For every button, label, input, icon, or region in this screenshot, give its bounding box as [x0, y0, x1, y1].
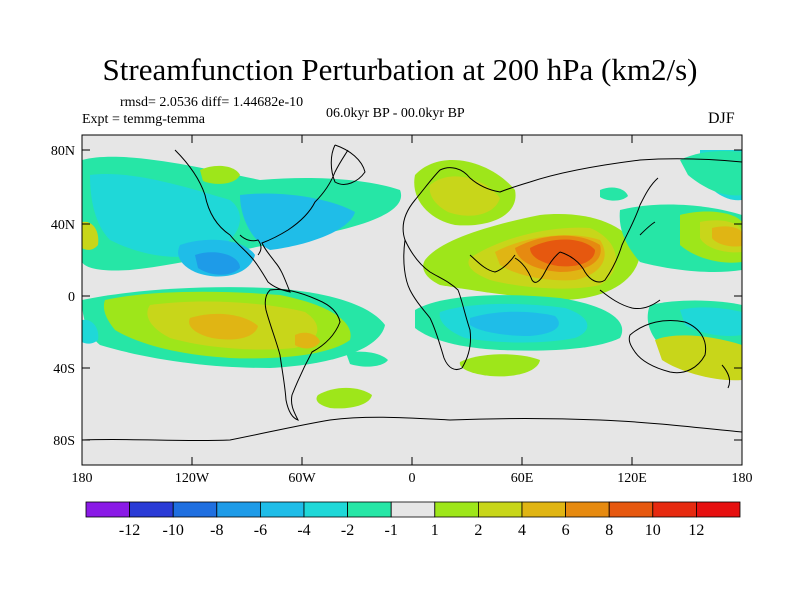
colorbar-swatch: [259, 501, 305, 518]
colorbar-swatch: [390, 501, 436, 518]
axis-ticks: [81, 135, 743, 465]
colorbar-swatch: [303, 501, 348, 518]
field-north-cyan: [90, 174, 240, 257]
lat-label: 80S: [53, 434, 75, 449]
field-north-america-pos: [200, 165, 240, 184]
season-label: DJF: [708, 110, 735, 127]
colorbar-swatch: [434, 501, 479, 518]
map-title: Streamfunction Perturbation at 200 hPa (…: [102, 52, 698, 87]
colorbar-label: 4: [518, 522, 526, 539]
field-west-edge: [82, 221, 99, 250]
lon-label: 60W: [288, 471, 316, 486]
coast-asia-east: [559, 177, 659, 283]
colorbar-label: 12: [688, 522, 704, 539]
colorbar-label: 1: [431, 522, 439, 539]
colorbar-label: -12: [119, 522, 140, 539]
lon-label: 60E: [511, 471, 534, 486]
coastlines: [82, 144, 742, 442]
colorbar-swatch: [216, 501, 261, 518]
colorbar-swatch: [565, 501, 610, 518]
colorbar-swatch: [608, 501, 654, 518]
coast-new-zealand: [721, 364, 731, 389]
field-east-max: [712, 226, 742, 247]
coast-europe: [402, 167, 531, 241]
field-south-pacific-max: [189, 313, 258, 340]
colorbar-label: 2: [474, 522, 482, 539]
coast-north-america: [174, 149, 349, 293]
colorbar-label: -8: [210, 522, 223, 539]
lat-label: 40S: [53, 362, 75, 377]
coast-south-america: [264, 289, 341, 421]
coast-india: [514, 251, 561, 283]
colorbar-swatch: [652, 501, 697, 518]
experiment-label: Expt = temmg-temma: [82, 112, 205, 127]
coast-middle-east: [469, 254, 516, 273]
coast-africa: [403, 238, 471, 371]
field-sw-pacific-pos: [655, 335, 742, 381]
field-south-atlantic-green: [346, 351, 388, 367]
field-arctic-green: [600, 187, 628, 201]
coast-antarctica: [82, 416, 742, 442]
lon-label: 180: [72, 471, 93, 486]
lat-label: 80N: [51, 144, 75, 159]
lat-label: 40N: [51, 218, 75, 233]
coast-greenland: [330, 144, 366, 185]
coast-japan: [639, 221, 656, 236]
field-south-atlantic-pos: [316, 387, 372, 409]
lat-labels: 80N 40N 0 40S 80S: [51, 144, 75, 449]
colorbar-label: -1: [385, 522, 398, 539]
colorbar-label: -4: [297, 522, 310, 539]
colorbar-label: 6: [562, 522, 570, 539]
lon-label: 180: [732, 471, 753, 486]
coast-gulf: [239, 234, 262, 256]
coast-australia: [628, 320, 707, 374]
lat-label: 0: [68, 290, 75, 305]
colorbar-swatch: [85, 501, 130, 518]
colorbar-swatch: [172, 501, 218, 518]
colorbar-label: 10: [645, 522, 661, 539]
field-sw-edge: [82, 319, 99, 344]
field-south-pacific-max2: [295, 332, 320, 349]
field-north-atlantic-band: [240, 193, 355, 250]
lon-labels: 180 120W 60W 0 60E 120E 180: [72, 471, 753, 486]
lon-label: 120E: [617, 471, 647, 486]
colorbar-swatch: [521, 501, 566, 518]
coast-southeast-asia: [599, 289, 661, 309]
field-sw-pacific-cyan: [680, 307, 742, 336]
field-south-indian-pos: [459, 354, 540, 377]
colorbar: -12 -10 -8 -6 -4 -2 -1 1 2 4 6 8 10 12: [85, 501, 741, 539]
lon-label: 0: [409, 471, 416, 486]
coast-siberia: [529, 158, 742, 183]
colorbar-swatch: [347, 501, 392, 518]
lon-label: 120W: [175, 471, 210, 486]
colorbar-label: -10: [163, 522, 184, 539]
rmsd-stats: rmsd= 2.0536 diff= 1.44682e-10: [120, 95, 304, 110]
colorbar-label: 8: [605, 522, 613, 539]
period-label: 06.0kyr BP - 00.0kyr BP: [326, 106, 465, 121]
colorbar-label: -2: [341, 522, 354, 539]
colorbar-swatch: [696, 501, 741, 518]
colorbar-label: -6: [254, 522, 267, 539]
field-central-america-low: [195, 252, 240, 275]
field-indian-neg-2: [470, 311, 559, 336]
colorbar-swatch: [477, 501, 523, 518]
field-ne-green: [680, 150, 742, 196]
colorbar-swatch: [129, 501, 174, 518]
